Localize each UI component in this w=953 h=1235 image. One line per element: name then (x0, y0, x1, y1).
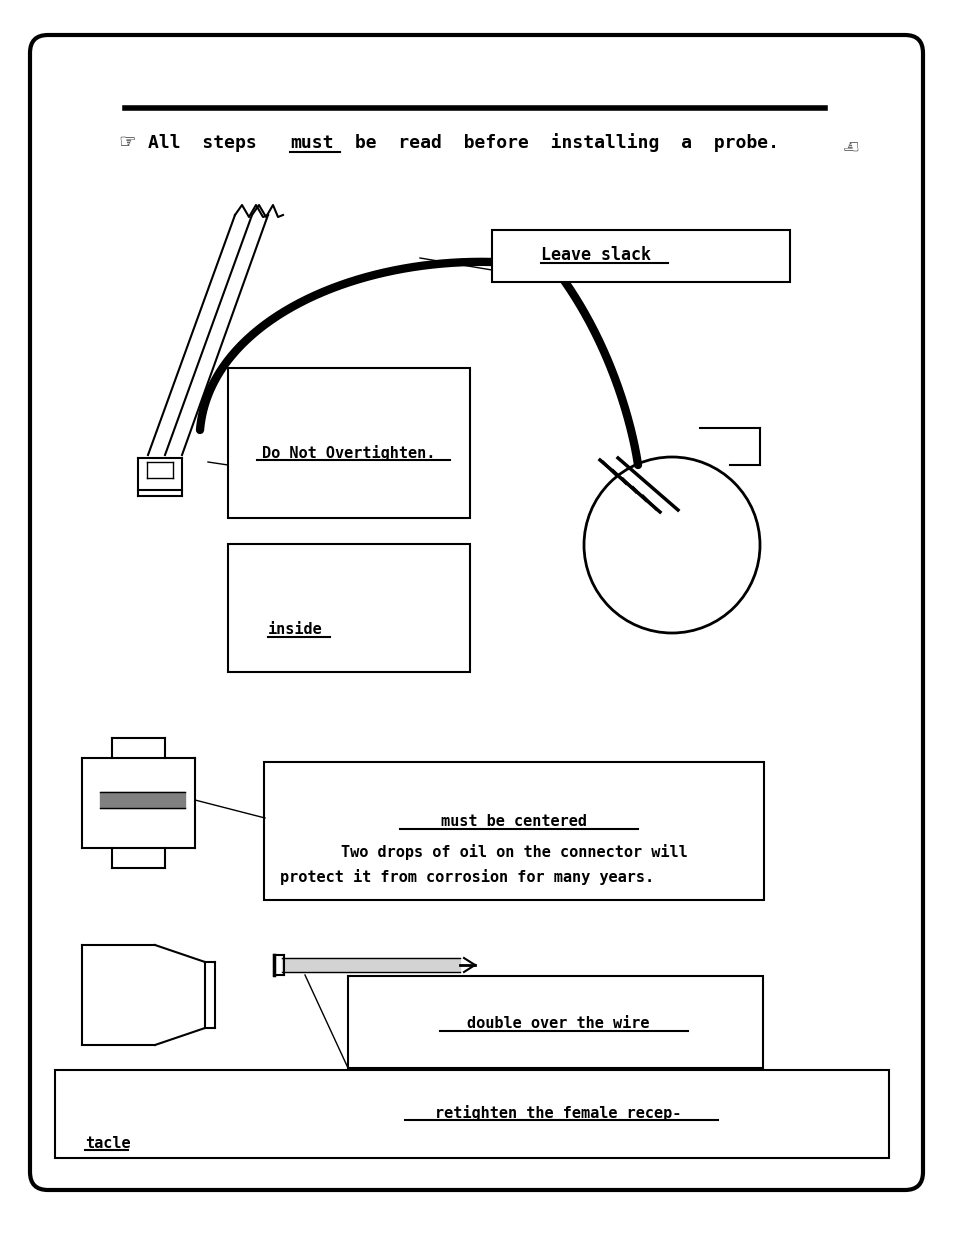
FancyBboxPatch shape (30, 35, 923, 1191)
Text: inside: inside (268, 622, 322, 637)
Text: retighten the female recep-: retighten the female recep- (435, 1105, 680, 1121)
Text: must: must (290, 135, 334, 152)
Text: protect it from corrosion for many years.: protect it from corrosion for many years… (280, 869, 654, 885)
Text: be  read  before  installing  a  probe.: be read before installing a probe. (344, 133, 779, 152)
Polygon shape (100, 792, 185, 808)
Text: Two drops of oil on the connector will: Two drops of oil on the connector will (340, 844, 687, 860)
Text: ☞: ☞ (118, 133, 135, 152)
Text: double over the wire: double over the wire (466, 1016, 649, 1031)
Text: ☞: ☞ (840, 133, 857, 152)
Text: must be centered: must be centered (440, 815, 586, 830)
FancyBboxPatch shape (228, 543, 470, 672)
FancyBboxPatch shape (264, 762, 763, 900)
Text: Leave slack: Leave slack (540, 246, 650, 264)
Polygon shape (282, 958, 459, 972)
Circle shape (583, 457, 760, 634)
FancyBboxPatch shape (492, 230, 789, 282)
Text: Do Not Overtighten.: Do Not Overtighten. (262, 445, 436, 461)
Text: tacle: tacle (85, 1135, 131, 1151)
FancyBboxPatch shape (228, 368, 470, 517)
FancyBboxPatch shape (348, 976, 762, 1068)
Text: All  steps: All steps (148, 135, 268, 152)
FancyBboxPatch shape (55, 1070, 888, 1158)
